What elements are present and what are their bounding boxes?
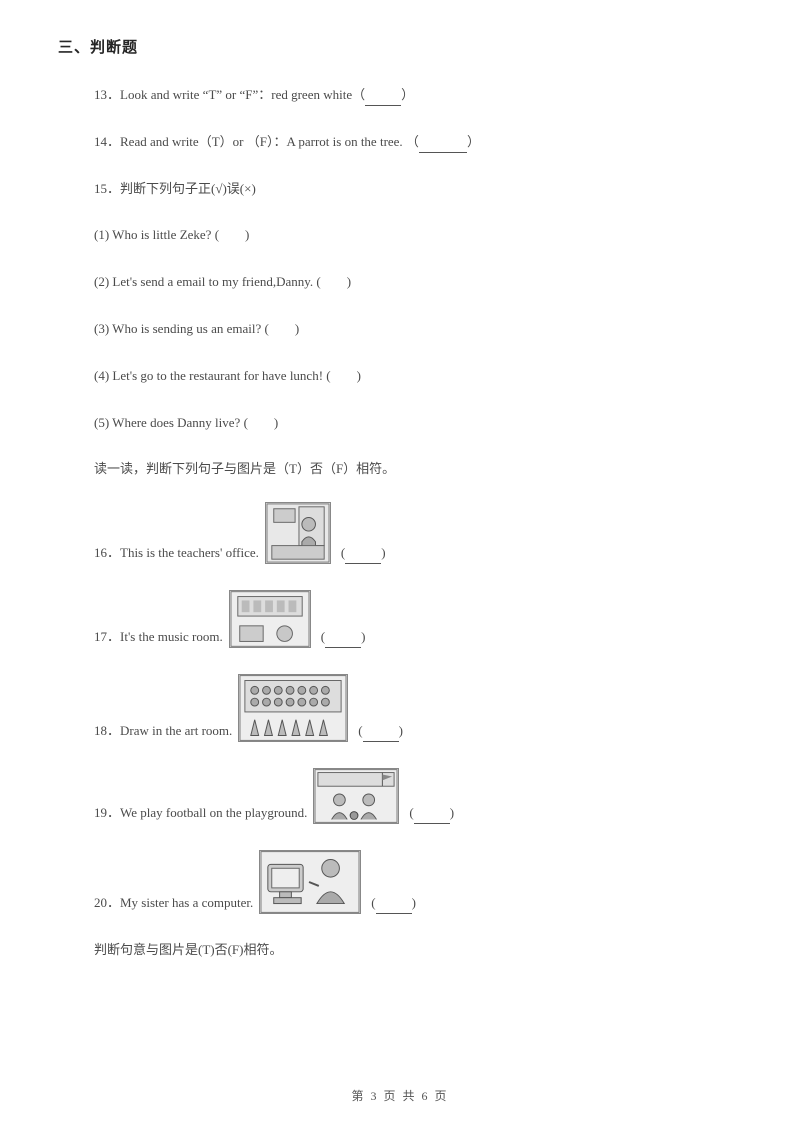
q13-num: 13 — [94, 85, 107, 106]
question-20: 20 ．My sister has a computer. ( ) — [94, 850, 742, 914]
q15-sub1: (1) Who is little Zeke? ( ) — [94, 225, 742, 246]
q14-blank[interactable] — [419, 139, 467, 153]
q19-text: ．We play football on the playground. — [107, 803, 307, 824]
art-room-image — [238, 674, 348, 742]
question-19: 19 ．We play football on the playground. … — [94, 768, 742, 824]
q19-blank[interactable] — [414, 810, 450, 824]
q18-text: ．Draw in the art room. — [107, 721, 232, 742]
question-14: 14 ．Read and write（T）or （F）：A parrot is … — [94, 132, 742, 153]
music-room-image — [229, 590, 311, 648]
q17-num: 17 — [94, 627, 107, 648]
q16-blank[interactable] — [345, 550, 381, 564]
q20-blank[interactable] — [376, 900, 412, 914]
q20-paren-r: ) — [412, 893, 416, 914]
q17-paren-r: ) — [361, 627, 365, 648]
instruction-1: 读一读，判断下列句子与图片是（T）否（F）相符。 — [94, 459, 742, 480]
q15-text: ．判断下列句子正(√)误(×) — [107, 179, 256, 200]
playground-image — [313, 768, 399, 824]
q17-text: ．It's the music room. — [107, 627, 223, 648]
q17-blank[interactable] — [325, 634, 361, 648]
q15-num: 15 — [94, 179, 107, 200]
computer-image — [259, 850, 361, 914]
q15-sub4: (4) Let's go to the restaurant for have … — [94, 366, 742, 387]
question-16: 16 ．This is the teachers' office. ( ) — [94, 502, 742, 564]
q19-num: 19 — [94, 803, 107, 824]
question-17: 17 ．It's the music room. ( ) — [94, 590, 742, 648]
q19-paren-r: ) — [450, 803, 454, 824]
office-image — [265, 502, 331, 564]
q16-text: ．This is the teachers' office. — [107, 543, 259, 564]
question-13: 13 ．Look and write “T” or “F”：red green … — [94, 85, 742, 106]
question-15: 15 ．判断下列句子正(√)误(×) — [94, 179, 742, 200]
q20-num: 20 — [94, 893, 107, 914]
q13-text: ．Look and write “T” or “F”：red green whi… — [107, 85, 365, 106]
instruction-2: 判断句意与图片是(T)否(F)相符。 — [94, 940, 742, 961]
q14-text: ．Read and write（T）or （F）：A parrot is on … — [107, 132, 419, 153]
q13-blank[interactable] — [365, 92, 401, 106]
section-title: 三、判断题 — [58, 36, 742, 57]
q16-paren-r: ) — [381, 543, 385, 564]
q15-sub2: (2) Let's send a email to my friend,Dann… — [94, 272, 742, 293]
page-number: 第 3 页 共 6 页 — [0, 1087, 800, 1104]
q20-text: ．My sister has a computer. — [107, 893, 253, 914]
q18-paren-r: ) — [399, 721, 403, 742]
q18-num: 18 — [94, 721, 107, 742]
q14-num: 14 — [94, 132, 107, 153]
q15-sub5: (5) Where does Danny live? ( ) — [94, 413, 742, 434]
q18-blank[interactable] — [363, 728, 399, 742]
q14-suffix: ） — [467, 132, 480, 153]
q13-suffix: ） — [401, 85, 414, 106]
question-18: 18 ．Draw in the art room. — [94, 674, 742, 742]
q16-num: 16 — [94, 543, 107, 564]
q15-sub3: (3) Who is sending us an email? ( ) — [94, 319, 742, 340]
